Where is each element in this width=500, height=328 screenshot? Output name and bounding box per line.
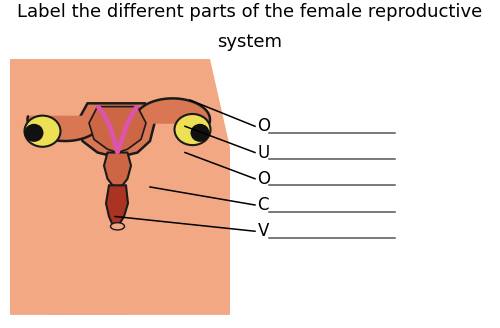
Text: O: O <box>258 117 270 135</box>
Text: V: V <box>258 222 269 240</box>
Polygon shape <box>78 103 155 157</box>
Text: system: system <box>218 33 282 51</box>
Polygon shape <box>106 185 128 226</box>
Ellipse shape <box>24 124 44 142</box>
Ellipse shape <box>174 114 210 145</box>
Polygon shape <box>50 184 130 315</box>
Polygon shape <box>28 116 102 141</box>
Text: C: C <box>258 196 269 214</box>
Polygon shape <box>89 107 146 153</box>
Ellipse shape <box>110 223 124 230</box>
Polygon shape <box>104 153 131 187</box>
Text: Label the different parts of the female reproductive: Label the different parts of the female … <box>18 3 482 21</box>
Polygon shape <box>135 98 210 123</box>
Polygon shape <box>10 59 230 315</box>
Ellipse shape <box>24 116 60 147</box>
Text: O: O <box>258 170 270 188</box>
Ellipse shape <box>190 124 210 142</box>
Text: U: U <box>258 144 270 161</box>
